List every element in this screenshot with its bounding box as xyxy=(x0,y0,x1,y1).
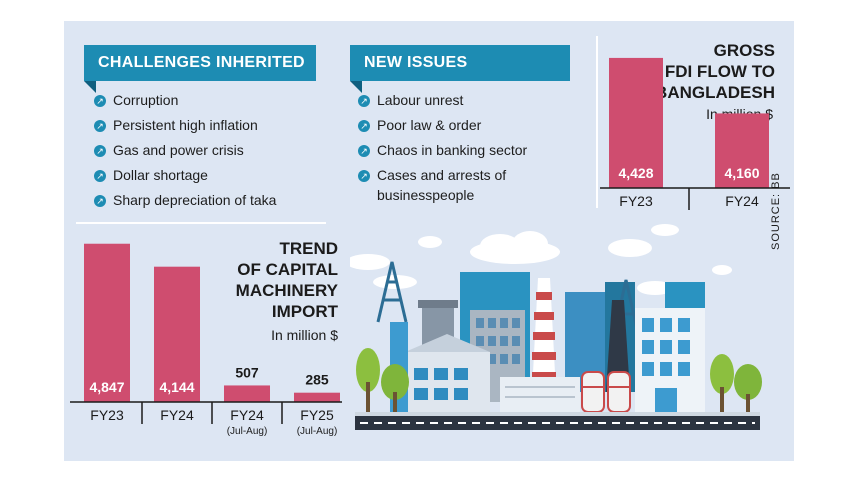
fdi-title-line: BANGLADESH xyxy=(655,83,775,102)
bar xyxy=(224,385,270,402)
value-label: 4,847 xyxy=(89,379,124,395)
arrow-bullet-icon: ↗ xyxy=(358,95,370,107)
arrow-bullet-icon: ↗ xyxy=(94,120,106,132)
arrow-bullet-icon: ↗ xyxy=(358,170,370,182)
category-label: FY23 xyxy=(90,407,124,423)
list-item-text: Labour unrest xyxy=(377,92,464,108)
bar xyxy=(294,392,340,402)
list-item: ↗ Poor law & order xyxy=(358,113,558,138)
arrow-bullet-icon: ↗ xyxy=(94,195,106,207)
value-label: 285 xyxy=(305,372,329,388)
fdi-title-line: GROSS xyxy=(713,41,775,60)
list-item-text: Gas and power crisis xyxy=(113,142,244,158)
arrow-bullet-icon: ↗ xyxy=(94,95,106,107)
tower-frame xyxy=(376,261,408,323)
factory-illustration xyxy=(350,224,762,430)
trees xyxy=(356,348,762,412)
bar xyxy=(154,266,200,402)
machinery-title-line: MACHINERY xyxy=(235,281,338,300)
machinery-title-line: TREND xyxy=(279,239,338,258)
list-item: ↗ Chaos in banking sector xyxy=(358,138,558,163)
arrow-bullet-icon: ↗ xyxy=(94,145,106,157)
list-item: ↗ Cases and arrests of businesspeople xyxy=(358,163,508,207)
new-issues-title: NEW ISSUES xyxy=(364,54,468,71)
source-label: SOURCE: BB xyxy=(770,172,782,250)
challenges-list: ↗ Corruption ↗ Persistent high inflation ↗ Ga… xyxy=(94,88,334,213)
bar xyxy=(609,57,663,189)
section-divider xyxy=(596,36,598,208)
new-issues-banner: NEW ISSUES xyxy=(350,45,570,93)
list-item-text: Corruption xyxy=(113,92,179,108)
list-item: ↗ Persistent high inflation xyxy=(94,113,334,138)
fdi-bar-chart: 4,428 FY23 4,160 FY24 xyxy=(600,57,790,210)
machinery-unit-label: In million $ xyxy=(271,327,338,343)
value-label: 4,144 xyxy=(159,379,194,395)
list-item-text: Persistent high inflation xyxy=(113,117,258,133)
value-label: 4,160 xyxy=(724,165,759,181)
factory-hall xyxy=(405,352,490,412)
machinery-title-line: IMPORT xyxy=(271,302,338,321)
section-divider xyxy=(76,222,326,224)
fdi-chart-title: GROSS FDI FLOW TO BANGLADESH xyxy=(640,40,775,103)
list-item: ↗ Sharp depreciation of taka xyxy=(94,188,334,213)
list-item: ↗ Corruption xyxy=(94,88,334,113)
machinery-bar-chart: 4,847 FY23 4,144 FY24 507 FY24 (Jul-Aug) 285 FY2… xyxy=(70,243,342,437)
chimney xyxy=(606,300,630,392)
banner-fold xyxy=(84,81,96,93)
value-label: 4,428 xyxy=(618,165,653,181)
banner-fold xyxy=(350,81,362,93)
bar xyxy=(715,113,769,188)
list-item: ↗ Labour unrest xyxy=(358,88,558,113)
storage-tanks xyxy=(581,371,631,413)
machinery-chart-title: TREND OF CAPITAL MACHINERY IMPORT xyxy=(200,238,338,322)
fdi-title-line: FDI FLOW TO xyxy=(664,62,775,81)
back-building xyxy=(665,282,705,312)
arrow-bullet-icon: ↗ xyxy=(358,120,370,132)
bar xyxy=(84,243,130,402)
arrow-bullet-icon: ↗ xyxy=(358,145,370,157)
arrow-bullet-icon: ↗ xyxy=(94,170,106,182)
category-label: FY24 xyxy=(160,407,194,423)
category-label: FY23 xyxy=(619,193,653,209)
category-label: FY24 xyxy=(230,407,264,423)
list-item-text: Cases and arrests of businesspeople xyxy=(377,167,507,203)
warehouse xyxy=(500,377,580,412)
category-label: FY24 xyxy=(725,193,759,209)
clouds xyxy=(350,224,732,295)
category-sublabel: (Jul-Aug) xyxy=(297,426,338,437)
chimney xyxy=(532,278,556,392)
challenges-title: CHALLENGES INHERITED xyxy=(98,54,305,71)
list-item-text: Chaos in banking sector xyxy=(377,142,528,158)
challenges-banner: CHALLENGES INHERITED xyxy=(84,45,316,93)
list-item-text: Dollar shortage xyxy=(113,167,208,183)
list-item-text: Sharp depreciation of taka xyxy=(113,192,277,208)
machinery-title-line: OF CAPITAL xyxy=(237,260,338,279)
list-item: ↗ Dollar shortage xyxy=(94,163,334,188)
sidewalk xyxy=(355,412,760,416)
value-label: 507 xyxy=(235,364,259,380)
new-issues-list: ↗ Labour unrest ↗ Poor law & order ↗ Chaos in… xyxy=(358,88,558,207)
list-item: ↗ Gas and power crisis xyxy=(94,138,334,163)
category-sublabel: (Jul-Aug) xyxy=(227,426,268,437)
category-label: FY25 xyxy=(300,407,334,423)
list-item-text: Poor law & order xyxy=(377,117,482,133)
